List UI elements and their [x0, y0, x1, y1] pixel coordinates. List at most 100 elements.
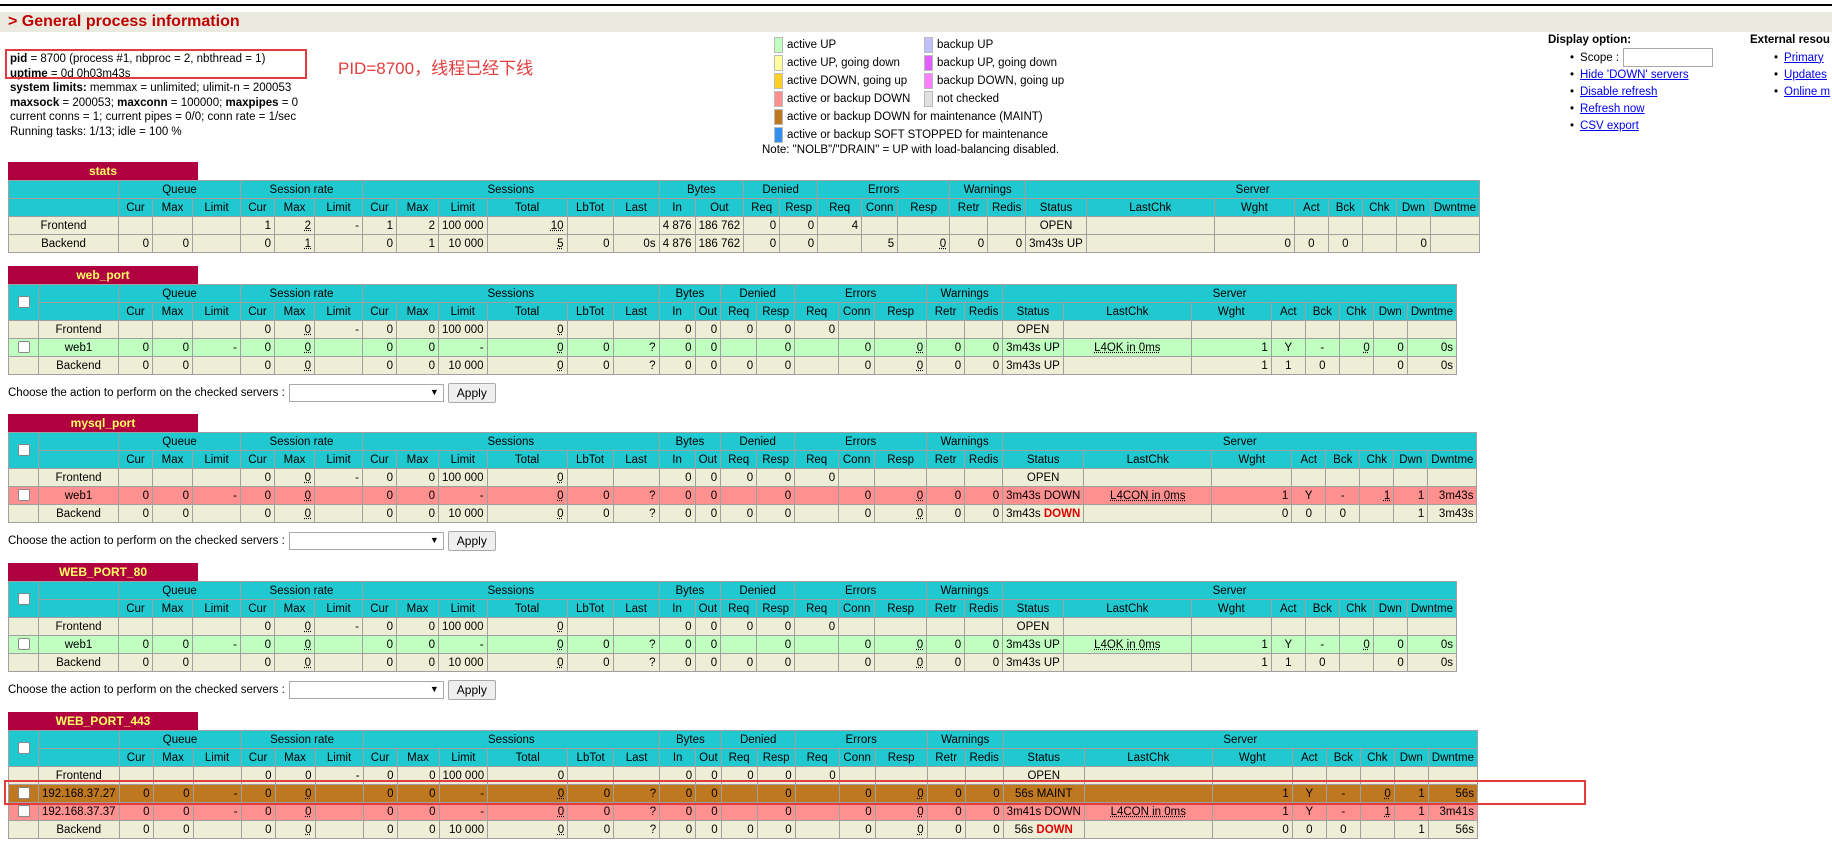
updates-link[interactable]: Updates: [1784, 68, 1827, 81]
apply-button[interactable]: Apply: [447, 383, 496, 403]
server-checkbox[interactable]: [17, 787, 30, 800]
table-cell: [1338, 653, 1374, 672]
table-cell: 0: [926, 802, 966, 821]
table-cell: [720, 635, 758, 654]
table-cell: 1: [1393, 802, 1429, 821]
table-cell: 1: [1190, 356, 1272, 375]
table-cell: 3m43s UP: [1025, 234, 1087, 253]
table-cell: 3m41s DOWN: [1002, 802, 1085, 821]
hide-down-servers-link[interactable]: Hide 'DOWN' servers: [1580, 68, 1689, 81]
table-cell: 0: [756, 802, 796, 821]
table-cell: Y: [1291, 486, 1327, 505]
column-header: Limit: [438, 450, 488, 469]
apply-button[interactable]: Apply: [447, 531, 496, 551]
table-cell: [314, 635, 363, 654]
underlined-value: 0: [304, 507, 311, 520]
table-row: web1 0 0-0 0 0 0-0 0? 0 0 0 0 0 0 0 3m43s DOWN L4CON in…: [8, 486, 1547, 505]
table-cell: 0: [694, 617, 722, 636]
select-all-checkbox[interactable]: [17, 296, 30, 309]
column-header: Max: [396, 450, 439, 469]
row-checkbox-cell[interactable]: [8, 784, 39, 803]
table-cell: [612, 617, 660, 636]
table-cell: 0: [152, 504, 193, 523]
server-checkbox[interactable]: [17, 341, 30, 354]
table-cell: 0: [926, 338, 966, 357]
group-header-rate: Session rate: [240, 432, 363, 451]
action-select[interactable]: [288, 532, 444, 550]
table-cell: 0: [567, 820, 615, 839]
select-all-checkbox[interactable]: [17, 593, 30, 606]
table-cell: OPEN: [1025, 216, 1087, 235]
table-cell: 0: [964, 486, 1004, 505]
underlined-value: 0: [304, 341, 311, 354]
column-header: Conn: [838, 302, 876, 321]
underlined-value: 0: [304, 620, 311, 633]
table-cell: 0: [1359, 784, 1395, 803]
column-header: Chk: [1361, 198, 1397, 217]
group-header-server: Server: [1002, 581, 1457, 600]
table-cell: 0: [274, 653, 315, 672]
refresh-now-link[interactable]: Refresh now: [1580, 102, 1645, 115]
table-cell: [874, 468, 928, 487]
table-cell: L4OK in 0ms: [1062, 635, 1192, 654]
select-all-checkbox-cell[interactable]: [8, 730, 39, 767]
table-cell: 0: [838, 635, 876, 654]
table-cell: -: [192, 338, 241, 357]
csv-export-link[interactable]: CSV export: [1580, 119, 1639, 132]
table-cell: [192, 356, 241, 375]
underlined-value: 0: [1363, 341, 1370, 354]
table-cell: 10 000: [438, 504, 488, 523]
table-cell: 0: [362, 504, 397, 523]
table-cell: [1083, 784, 1213, 803]
table-cell: 0: [1395, 234, 1431, 253]
server-checkbox[interactable]: [17, 489, 30, 502]
primary-site-link[interactable]: Primary: [1784, 51, 1824, 64]
disable-refresh-link[interactable]: Disable refresh: [1580, 85, 1658, 98]
action-label: Choose the action to perform on the chec…: [8, 684, 285, 696]
action-select[interactable]: [288, 681, 444, 699]
table-cell: [1406, 617, 1458, 636]
group-header-warnings: Warnings: [926, 284, 1004, 303]
row-checkbox-cell[interactable]: [8, 486, 39, 505]
legend-swatch: [774, 37, 783, 53]
underlined-value: 0: [557, 638, 564, 651]
table-cell: [794, 356, 840, 375]
table-cell: 0: [274, 320, 315, 339]
column-header: Last: [613, 748, 661, 767]
table-cell: ?: [613, 802, 661, 821]
row-checkbox-cell[interactable]: [8, 635, 39, 654]
online-manual-link[interactable]: Online m: [1784, 85, 1831, 98]
row-checkbox-cell[interactable]: [8, 802, 39, 821]
select-all-checkbox-cell[interactable]: [8, 581, 39, 618]
table-cell: 0: [695, 820, 722, 839]
select-all-checkbox-cell[interactable]: [8, 432, 39, 469]
proxy-name-subheader: [38, 748, 120, 767]
select-all-checkbox-cell[interactable]: [8, 284, 39, 321]
column-header: Status: [1002, 450, 1085, 469]
apply-button[interactable]: Apply: [447, 680, 496, 700]
table-cell: 0: [838, 784, 876, 803]
legend-item: backup DOWN, going up: [924, 73, 1074, 89]
table-cell: 0: [874, 356, 928, 375]
server-checkbox[interactable]: [17, 638, 30, 651]
server-checkbox[interactable]: [17, 805, 30, 818]
table-cell: 1: [240, 216, 275, 235]
underlined-value: 0: [557, 323, 564, 336]
table-cell: 0: [926, 820, 966, 839]
column-header: Bck: [1327, 198, 1363, 217]
pid-highlight-box: [5, 49, 307, 79]
scope-input[interactable]: [1623, 48, 1714, 67]
row-checkbox-cell[interactable]: [8, 338, 39, 357]
underlined-value: 0: [304, 656, 311, 669]
select-all-checkbox[interactable]: [17, 444, 30, 457]
table-group-header-row: Queue Session rate Sessions Bytes Denied Erro…: [8, 730, 1548, 767]
underlined-value: 0: [557, 805, 565, 818]
status-down-label: DOWN: [1036, 823, 1073, 836]
select-all-checkbox[interactable]: [17, 742, 30, 755]
table-cell: 1: [362, 216, 397, 235]
table-cell: [314, 784, 364, 803]
legend-item: active DOWN, going up: [774, 73, 924, 89]
table-cell: 1: [1211, 802, 1293, 821]
action-select[interactable]: [288, 384, 444, 402]
table-cell: [1359, 766, 1395, 785]
